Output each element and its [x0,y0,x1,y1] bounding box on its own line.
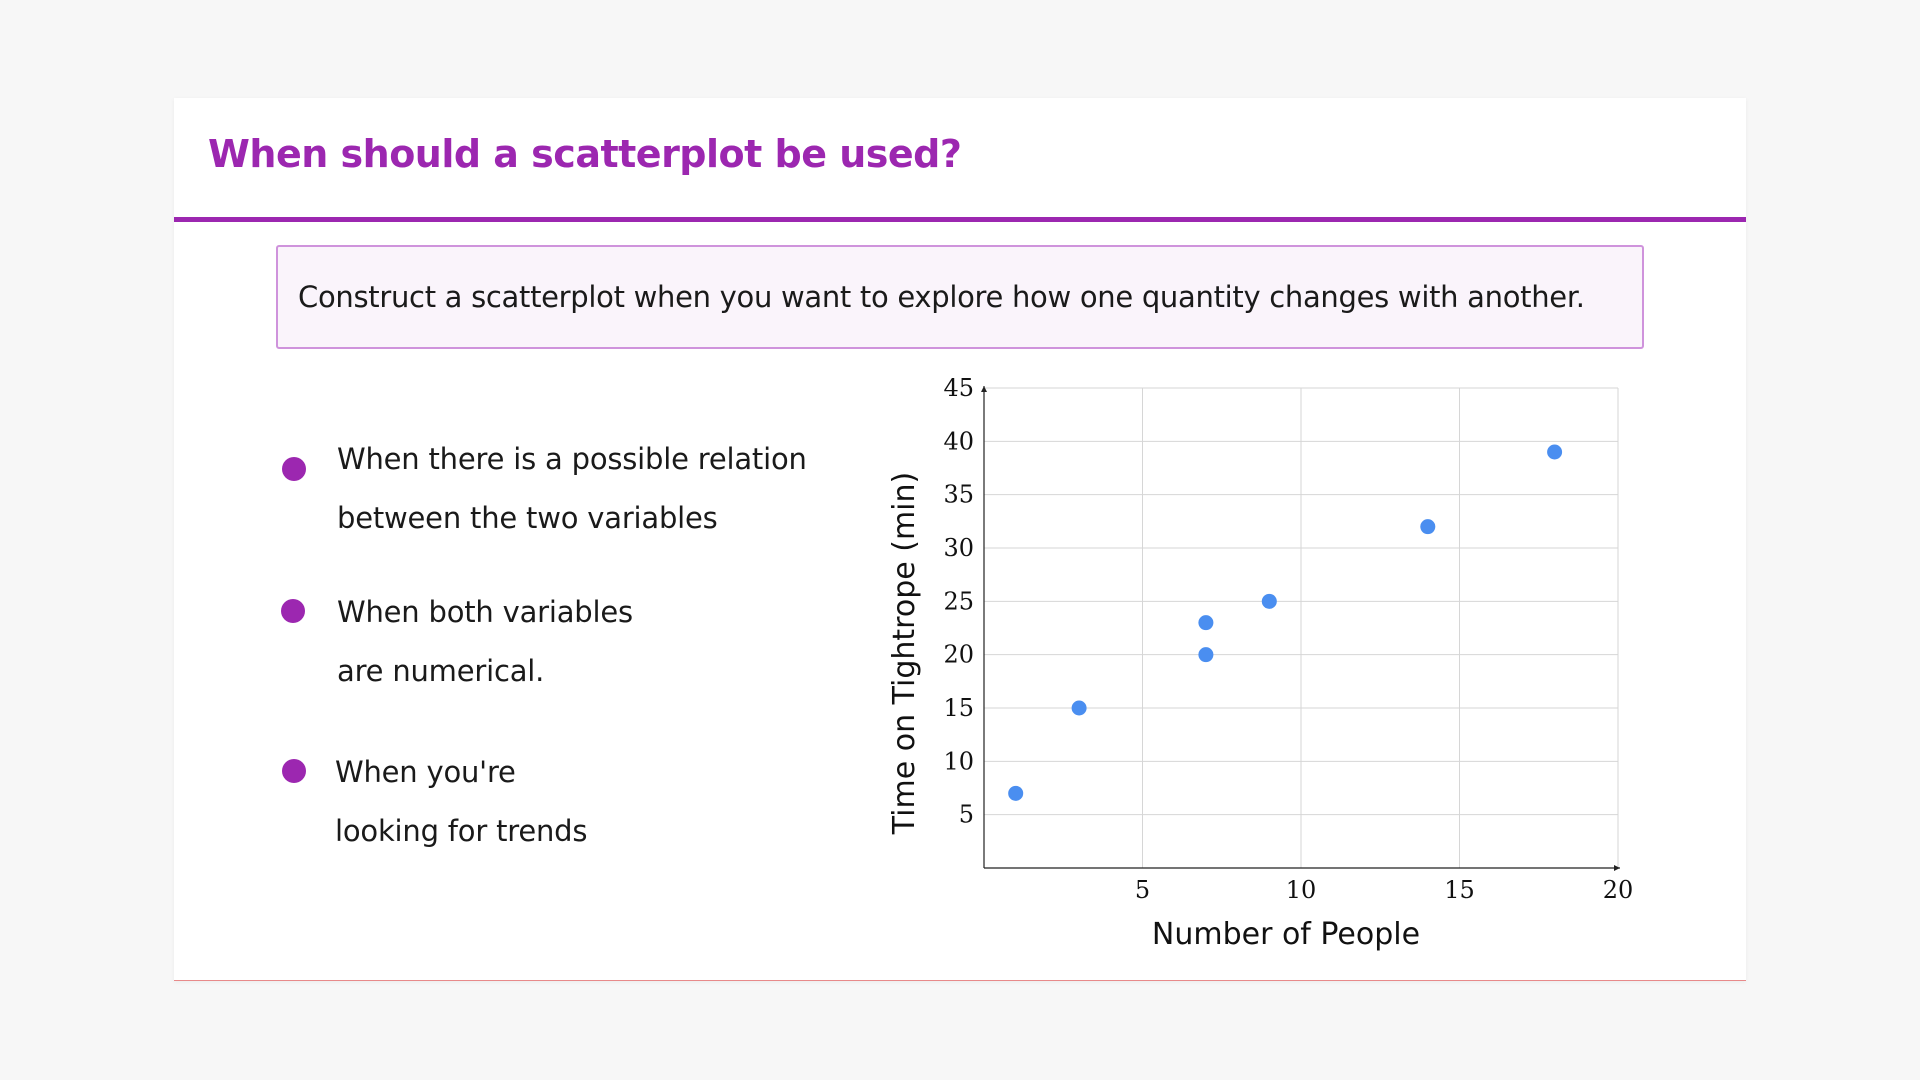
callout-text: Construct a scatterplot when you want to… [298,280,1585,314]
definition-callout: Construct a scatterplot when you want to… [276,245,1644,349]
slide: When should a scatterplot be used? Const… [174,98,1746,981]
data-point [1261,593,1277,609]
y-tick-label: 30 [943,534,974,562]
bullet-line: between the two variables [337,501,718,535]
data-point [1198,615,1214,631]
chart-axes [981,386,1620,871]
chart-grid [984,387,1619,868]
data-point [1071,700,1087,716]
y-tick-label: 40 [943,427,974,455]
y-tick-label: 45 [943,374,974,402]
x-tick-label: 5 [1135,876,1150,904]
y-axis-label: Time on Tightrope (min) [887,472,922,835]
bullet-dot-icon [281,599,305,623]
bullet-line: When you're [335,755,516,789]
bullet-dot-icon [282,759,306,783]
bullet-dot-icon [282,457,306,481]
bullet-line: are numerical. [337,654,545,688]
y-tick-label: 35 [943,481,974,509]
title-divider [174,217,1746,222]
bullet-line: When both variables [337,595,633,629]
x-tick-label: 20 [1603,876,1634,904]
slide-title: When should a scatterplot be used? [208,132,962,176]
y-tick-label: 20 [943,641,974,669]
y-axis-arrow-icon [981,386,987,392]
bullet-line: When there is a possible relation [337,442,807,476]
x-axis-label: Number of People [1152,917,1420,952]
x-tick-label: 10 [1286,876,1317,904]
chart-tick-labels: 5 10 15 20 5 10 15 20 25 30 35 40 45 [943,374,1633,904]
data-point [1420,519,1436,535]
data-point [1198,647,1214,663]
y-tick-label: 15 [943,694,974,722]
data-point [1547,444,1563,460]
y-tick-label: 10 [943,747,974,775]
y-tick-label: 5 [959,801,974,829]
bullet-line: looking for trends [335,814,588,848]
y-tick-label: 25 [943,587,974,615]
data-point [1008,785,1024,801]
x-tick-label: 15 [1444,876,1475,904]
chart-points [1008,444,1563,801]
scatter-chart: 5 10 15 20 5 10 15 20 25 30 35 40 45 Number of Peopl… [887,374,1633,952]
x-axis-arrow-icon [1614,865,1620,871]
